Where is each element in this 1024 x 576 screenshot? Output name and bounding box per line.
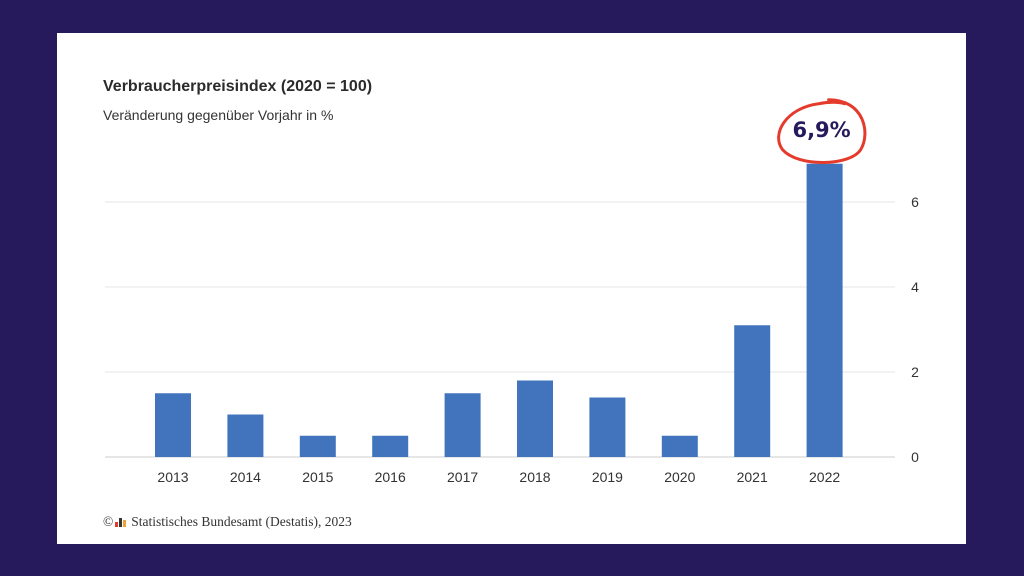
x-tick-label: 2017: [447, 469, 478, 485]
x-tick-label: 2013: [157, 469, 188, 485]
bar-2020: [661, 435, 698, 457]
x-tick-label: 2015: [302, 469, 333, 485]
chart-subtitle: Veränderung gegenüber Vorjahr in %: [103, 107, 334, 123]
y-tick-label: 6: [911, 194, 919, 210]
x-tick-label: 2018: [519, 469, 550, 485]
bar-2018: [517, 380, 553, 457]
chart-card: Verbraucherpreisindex (2020 = 100) Verän…: [57, 33, 966, 544]
x-tick-label: 2014: [230, 469, 261, 485]
bar-2022: [806, 163, 843, 457]
bar-chart: 0 2 4 6 2013 2014 2015 2016 2017 2018 2019 2020 2021…: [105, 98, 919, 485]
bar-2017: [444, 393, 481, 457]
highlight-label: 6,9%: [792, 118, 850, 142]
y-tick-label: 2: [911, 364, 919, 380]
x-tick-label: 2022: [809, 469, 840, 485]
x-tick-label: 2020: [664, 469, 695, 485]
y-tick-label: 0: [911, 449, 919, 465]
copyright-symbol: ©: [103, 514, 114, 529]
chart-title: Verbraucherpreisindex (2020 = 100): [103, 78, 373, 95]
x-tick-label: 2021: [737, 469, 768, 485]
bar-2021: [734, 325, 771, 457]
source-text: Statistisches Bundesamt (Destatis), 2023: [131, 514, 352, 529]
bar-2014: [227, 414, 264, 457]
source-line: © Statistisches Bundesamt (Destatis), 20…: [103, 514, 352, 530]
bar-2015: [299, 435, 336, 457]
destatis-logo-icon: [115, 517, 127, 527]
highlight-circle: [777, 98, 867, 164]
bar-2013: [155, 393, 191, 457]
bar-2019: [589, 397, 626, 457]
x-tick-label: 2019: [592, 469, 623, 485]
y-tick-label: 4: [911, 279, 919, 295]
x-tick-label: 2016: [375, 469, 406, 485]
bar-2016: [372, 435, 409, 457]
